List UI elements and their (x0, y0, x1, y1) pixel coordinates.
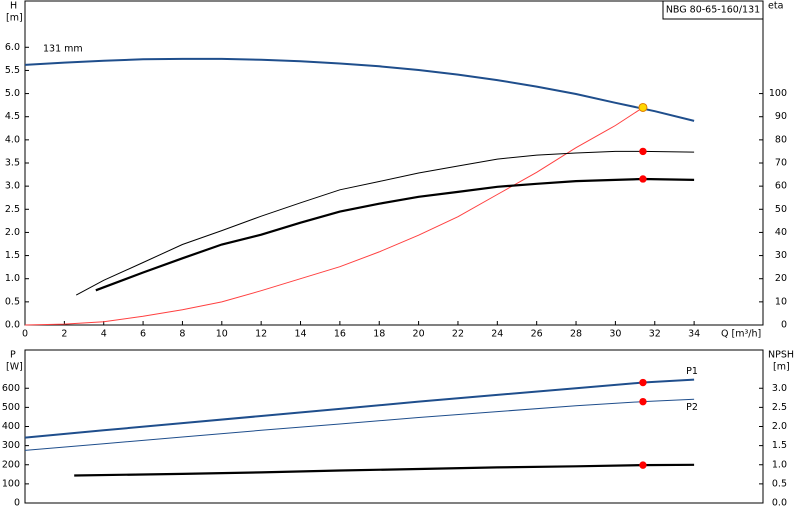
x-tick-label: 0 (22, 329, 28, 340)
curve (75, 150, 695, 296)
x-tick-label: 6 (140, 329, 146, 340)
y-tick-label: 2.0 (5, 227, 20, 238)
y2-tick-label: 1.0 (772, 459, 787, 470)
y-tick-label: 0 (14, 498, 20, 509)
y2-tick-label: 0.5 (772, 478, 787, 489)
chart-title: NBG 80-65-160/131 (666, 5, 760, 16)
y2-tick-label: 100 (769, 88, 787, 99)
y2-tick-label: 1.5 (772, 440, 787, 451)
y-axis-unit: [m] (6, 13, 23, 24)
y2-tick-label: 20 (775, 273, 787, 284)
series-label: P1 (686, 366, 698, 377)
y2-tick-label: 30 (775, 250, 787, 261)
y-tick-label: 100 (2, 478, 20, 489)
y2-tick-label: 80 (775, 134, 787, 145)
curve (24, 107, 644, 326)
y-axis-unit: [W] (6, 362, 23, 373)
series-label: P2 (686, 402, 698, 413)
x-tick-label: 32 (649, 329, 661, 340)
y-tick-label: 300 (2, 440, 20, 451)
duty-point (638, 102, 648, 112)
y-tick-label: 3.0 (5, 181, 20, 192)
y-tick-label: 400 (2, 421, 20, 432)
x-tick-label: 16 (334, 329, 346, 340)
curve (74, 463, 695, 477)
duty-point (639, 397, 647, 406)
y2-tick-label: 40 (775, 227, 787, 238)
x-tick-label: 28 (570, 329, 582, 340)
y2-tick-label: 60 (775, 181, 787, 192)
y2-tick-label: 0 (781, 320, 787, 331)
y-tick-label: 0.0 (5, 320, 20, 331)
duty-point (639, 175, 647, 183)
x-tick-label: 20 (413, 329, 425, 340)
y-axis-label: H (10, 1, 17, 12)
y2-tick-label: 3.0 (772, 383, 787, 394)
curve (24, 57, 695, 122)
x-tick-label: 24 (491, 329, 503, 340)
y2-tick-label: 0.0 (772, 498, 787, 509)
x-tick-label: 14 (294, 329, 306, 340)
x-tick-label: 8 (179, 329, 185, 340)
curve (24, 398, 695, 451)
y2-axis-label: eta (768, 1, 783, 12)
y2-axis-unit: [m] (773, 362, 790, 373)
x-tick-label: 22 (452, 329, 464, 340)
y-tick-label: 3.5 (5, 158, 20, 169)
y2-tick-label: 2.5 (772, 402, 787, 413)
x-tick-label: 30 (609, 329, 621, 340)
y2-tick-label: 10 (775, 296, 787, 307)
duty-point (639, 147, 647, 156)
x-tick-label: 34 (688, 329, 700, 340)
y-tick-label: 4.0 (5, 134, 20, 145)
y-tick-label: 200 (2, 459, 20, 470)
x-tick-label: 2 (61, 329, 67, 340)
y-tick-label: 500 (2, 402, 20, 413)
title-box (662, 0, 764, 20)
y-tick-label: 1.0 (5, 273, 20, 284)
x-tick-label: 18 (373, 329, 385, 340)
duty-point (639, 461, 647, 469)
duty-point (639, 378, 647, 387)
y2-tick-label: 50 (775, 204, 787, 215)
y-tick-label: 0.5 (5, 296, 20, 307)
x-axis-label: Q [m³/h] (721, 329, 761, 340)
y-axis-label: P (10, 350, 16, 361)
series-label: 131 mm (43, 43, 83, 54)
y-tick-label: 5.5 (5, 65, 20, 76)
curve (95, 177, 695, 292)
y-tick-label: 2.5 (5, 204, 20, 215)
y-tick-label: 1.5 (5, 250, 20, 261)
x-tick-label: 26 (531, 329, 543, 340)
y-tick-label: 600 (2, 383, 20, 394)
x-tick-label: 12 (255, 329, 267, 340)
y2-tick-label: 2.0 (772, 421, 787, 432)
curve (24, 378, 695, 439)
y-tick-label: 5.0 (5, 88, 20, 99)
y-tick-label: 6.0 (5, 42, 20, 53)
x-tick-label: 4 (101, 329, 107, 340)
y2-tick-label: 70 (775, 158, 787, 169)
x-tick-label: 10 (216, 329, 228, 340)
y-tick-label: 4.5 (5, 111, 20, 122)
y2-axis-label: NPSH (768, 350, 794, 361)
y2-tick-label: 90 (775, 111, 787, 122)
